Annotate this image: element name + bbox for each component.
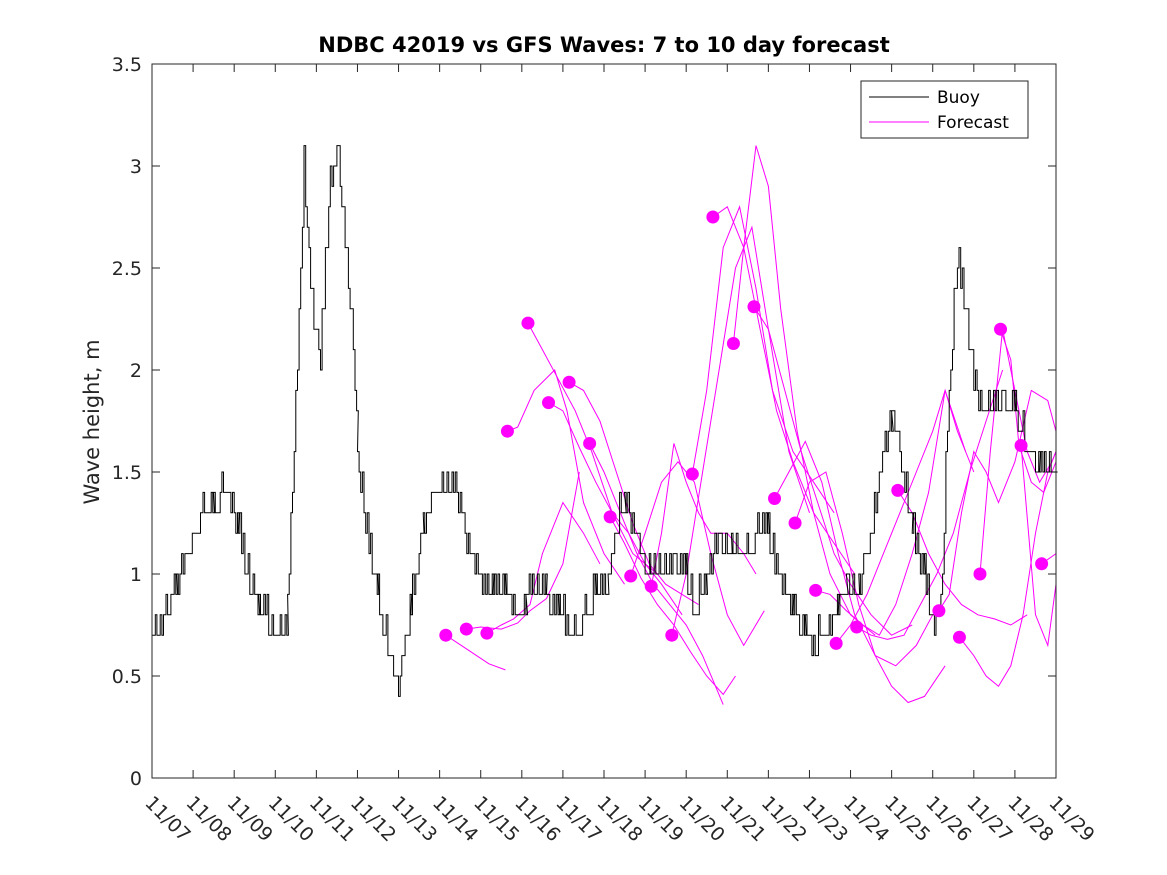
forecast-line bbox=[691, 205, 835, 514]
forecast-line bbox=[794, 471, 946, 704]
forecast-start-marker bbox=[439, 628, 453, 642]
forecast-start-marker bbox=[542, 396, 556, 410]
forecast-start-marker bbox=[521, 316, 535, 330]
forecast-line bbox=[527, 322, 658, 575]
forecast-start-marker bbox=[850, 620, 864, 634]
axes-box bbox=[151, 63, 1057, 779]
y-tick-label: 1 bbox=[130, 564, 142, 586]
forecast-start-marker bbox=[562, 375, 576, 389]
forecast-start-marker bbox=[829, 636, 843, 650]
chart-title: NDBC 42019 vs GFS Waves: 7 to 10 day for… bbox=[318, 33, 889, 57]
forecast-start-marker bbox=[644, 579, 658, 593]
forecast-start-marker bbox=[973, 567, 987, 581]
forecast-start-marker bbox=[1014, 438, 1028, 452]
forecast-start-marker bbox=[583, 436, 597, 450]
y-tick-label: 1.5 bbox=[112, 462, 142, 484]
legend: Buoy Forecast bbox=[860, 80, 1029, 139]
forecast-start-marker bbox=[624, 569, 638, 583]
forecast-line bbox=[774, 440, 934, 667]
plot-area bbox=[152, 64, 1056, 778]
forecast-start-marker bbox=[665, 628, 679, 642]
y-axis-label: Wave height, m bbox=[80, 339, 104, 504]
forecast-start-marker bbox=[726, 336, 740, 350]
forecast-start-marker bbox=[706, 210, 720, 224]
forecast-line bbox=[1020, 445, 1057, 648]
forecast-line bbox=[486, 501, 601, 634]
forecast-start-marker bbox=[809, 583, 823, 597]
forecast-line bbox=[856, 369, 1004, 640]
forecast-start-marker bbox=[459, 622, 473, 636]
forecast-start-marker bbox=[788, 516, 802, 530]
forecast-line bbox=[445, 634, 506, 671]
y-tick-label: 2.5 bbox=[112, 258, 142, 280]
forecast-start-marker bbox=[685, 467, 699, 481]
forecast-start-marker bbox=[1035, 557, 1049, 571]
legend-forecast-label: Forecast bbox=[937, 113, 1009, 133]
forecast-start-marker bbox=[994, 322, 1008, 336]
forecast-start-marker bbox=[932, 604, 946, 618]
forecast-markers bbox=[439, 210, 1049, 650]
forecast-start-marker bbox=[768, 492, 782, 506]
forecast-line bbox=[938, 389, 1057, 611]
forecast-line bbox=[630, 461, 765, 647]
y-tick-label: 0 bbox=[130, 768, 142, 790]
forecast-start-marker bbox=[603, 510, 617, 524]
plot-lines bbox=[152, 145, 1058, 705]
y-tick-label: 2 bbox=[130, 360, 142, 382]
legend-buoy-label: Buoy bbox=[937, 88, 980, 108]
forecast-line bbox=[507, 369, 625, 585]
forecast-start-marker bbox=[952, 630, 966, 644]
forecast-start-marker bbox=[747, 300, 761, 314]
forecast-start-marker bbox=[891, 483, 905, 497]
forecast-line bbox=[753, 306, 913, 636]
buoy-series-line bbox=[152, 145, 1058, 697]
forecast-line bbox=[897, 490, 1028, 626]
y-tick-label: 0.5 bbox=[112, 666, 142, 688]
forecast-line bbox=[1000, 329, 1057, 494]
y-tick-label: 3.5 bbox=[112, 54, 142, 76]
forecast-start-marker bbox=[480, 626, 494, 640]
y-tick-label: 3 bbox=[130, 156, 142, 178]
forecast-line bbox=[671, 225, 810, 636]
legend-box bbox=[860, 80, 1029, 139]
forecast-start-marker bbox=[500, 424, 514, 438]
